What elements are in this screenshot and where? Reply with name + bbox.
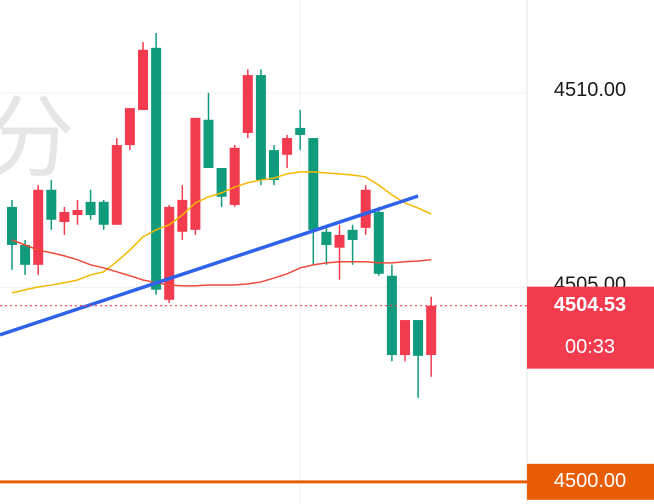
candle-body [334, 234, 345, 248]
candle-body [138, 49, 148, 111]
countdown-label: 00:33 [565, 336, 615, 358]
candle-body [72, 210, 83, 216]
level-label: 4500.00 [554, 470, 626, 492]
candle-body [400, 320, 410, 356]
candle-body [321, 231, 332, 245]
trendline [0, 194, 419, 337]
candle-body [229, 147, 240, 205]
level-box [527, 463, 654, 500]
candle-body [164, 206, 175, 300]
candle-body [216, 168, 227, 197]
candle-body [255, 75, 266, 181]
candle-body [386, 275, 397, 356]
y-tick-label: 4510.00 [554, 79, 626, 101]
candle-body [98, 201, 109, 225]
candle-body [295, 127, 306, 135]
watermark: 分 [0, 89, 75, 189]
candle-body [242, 75, 253, 133]
moving-average [11, 171, 432, 294]
candle-body [360, 189, 371, 228]
candle-body [413, 320, 424, 356]
candle-body [426, 305, 437, 356]
current-price-box [527, 286, 654, 369]
candle-body [111, 145, 122, 225]
candle-body [269, 150, 279, 181]
candle-body [373, 211, 384, 274]
candle-body [46, 189, 57, 220]
candle-body [282, 138, 293, 155]
candle-body [347, 229, 358, 240]
candle-body [203, 119, 214, 168]
candle-body [308, 138, 319, 230]
candle-body [151, 47, 162, 290]
candle-body [85, 201, 96, 216]
candle-body [190, 117, 201, 230]
current-price-label: 4504.53 [554, 294, 626, 316]
candle-body [59, 211, 70, 223]
candle-body [124, 108, 135, 146]
candle-body [7, 206, 17, 245]
candle-body [20, 245, 31, 265]
moving-average [11, 239, 432, 287]
candle-body [33, 189, 44, 265]
